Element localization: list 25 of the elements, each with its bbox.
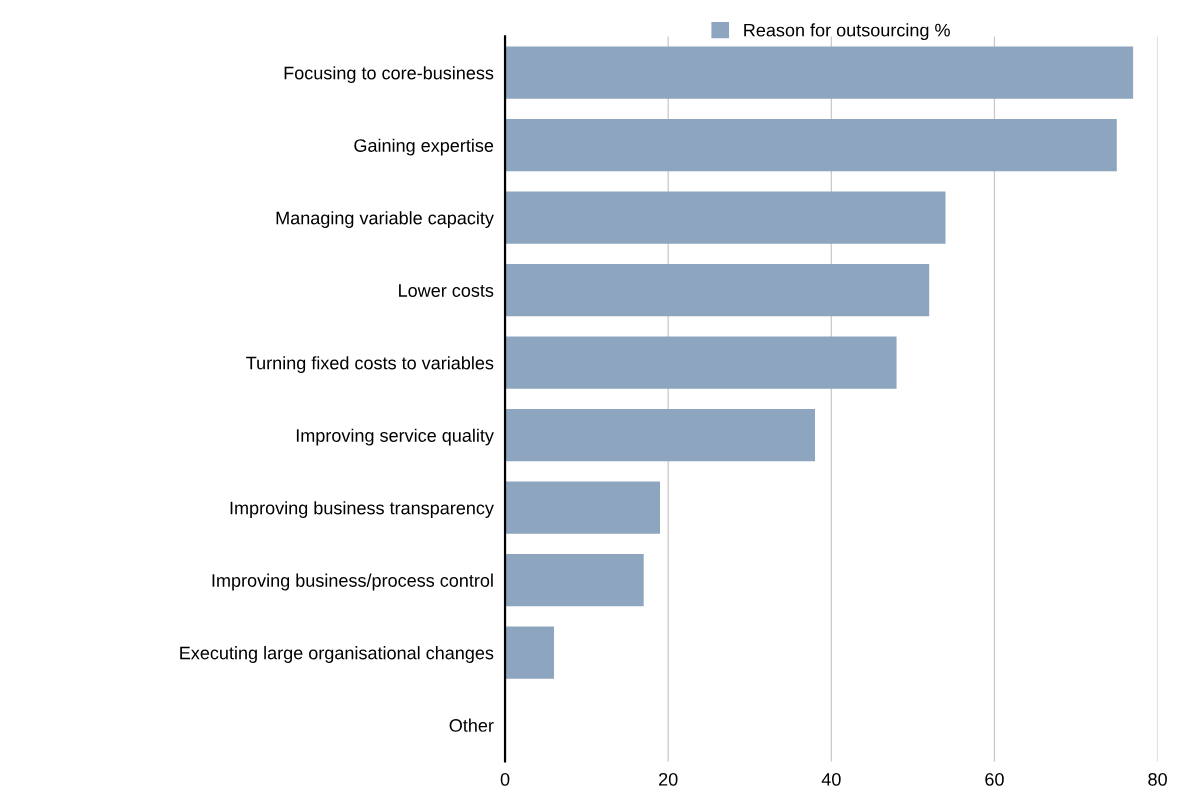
bar xyxy=(505,409,815,462)
y-tick-label: Improving business transparency xyxy=(230,501,494,518)
x-tick-label: 0 xyxy=(500,772,510,786)
y-tick-label: Turning fixed costs to variables xyxy=(246,356,494,373)
x-tick-label: 80 xyxy=(1148,772,1167,786)
bar xyxy=(505,554,644,607)
y-tick-label: Managing variable capacity xyxy=(276,211,494,228)
y-tick-label: Executing large organisational changes xyxy=(180,646,494,663)
y-tick-label: Other xyxy=(449,718,494,732)
x-tick-label: 60 xyxy=(985,772,1004,786)
bar xyxy=(505,336,897,389)
y-tick-label: Focusing to core-business xyxy=(284,66,494,83)
bar xyxy=(505,46,1134,99)
y-tick-label: Gaining expertise xyxy=(354,138,494,156)
x-tick-label: 40 xyxy=(821,772,841,786)
y-tick-label: Improving business/process control xyxy=(212,573,493,591)
x-tick-label: 20 xyxy=(659,772,678,786)
bar xyxy=(505,626,554,679)
y-tick-label: Lower costs xyxy=(399,284,494,297)
bar xyxy=(505,119,1117,172)
bar xyxy=(505,481,661,534)
y-tick-label: Improving service quality xyxy=(296,428,494,446)
legend-label: Reason for outsourcing % xyxy=(744,23,950,41)
bar xyxy=(505,191,946,244)
bar xyxy=(505,264,930,317)
